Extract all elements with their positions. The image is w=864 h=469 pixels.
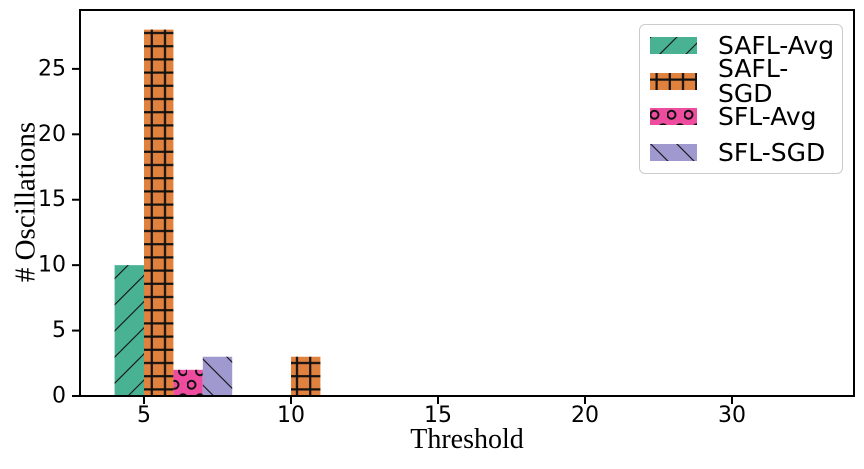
x-tick-label: 10 — [277, 403, 305, 428]
legend-label-safl-avg: SAFL-Avg — [718, 31, 835, 61]
bar-hatch — [114, 265, 144, 396]
y-tick-label: 25 — [38, 56, 66, 81]
y-tick-label: 15 — [38, 187, 66, 212]
x-tick-label: 30 — [718, 403, 746, 428]
bars-layer — [114, 29, 321, 397]
legend-swatch-safl-sgd-icon — [650, 72, 697, 90]
y-axis-label: # Oscillations — [9, 121, 42, 283]
y-tick-label: 5 — [52, 318, 66, 343]
axes-layer: 0 5 10 15 20 25 5 10 15 20 30 — [38, 9, 855, 428]
x-tick-label: 5 — [137, 403, 151, 428]
legend-swatch-sfl-avg-icon — [650, 108, 697, 126]
legend-label-sfl-sgd: SFL-SGD — [718, 137, 826, 167]
legend-swatch-sfl-sgd-icon — [650, 143, 697, 161]
legend-label-sfl-avg: SFL-Avg — [718, 102, 817, 132]
x-tick-label: 20 — [571, 403, 599, 428]
bar-hatch — [144, 29, 174, 397]
legend-label-safl-sgd: SAFL-SGD — [718, 54, 789, 109]
y-tick-label: 0 — [52, 384, 66, 409]
bar-hatch — [291, 356, 321, 396]
legend: SAFL-Avg SAFL-SGD SFL-Avg SFL-SGD — [639, 24, 843, 174]
x-axis-label: Threshold — [410, 424, 524, 455]
legend-item: SFL-SGD — [650, 137, 842, 167]
y-tick-label: 10 — [38, 253, 66, 278]
legend-item: SAFL-SGD — [650, 56, 842, 106]
y-tick-label: 20 — [38, 122, 66, 147]
legend-item: SFL-Avg — [650, 102, 842, 132]
legend-swatch-safl-avg-icon — [650, 37, 697, 55]
bar-hatch — [173, 369, 203, 396]
bar-hatch — [202, 356, 233, 396]
legend-item: SAFL-Avg — [650, 31, 842, 61]
x-tick-label: 15 — [424, 403, 452, 428]
plot-border — [79, 9, 855, 397]
